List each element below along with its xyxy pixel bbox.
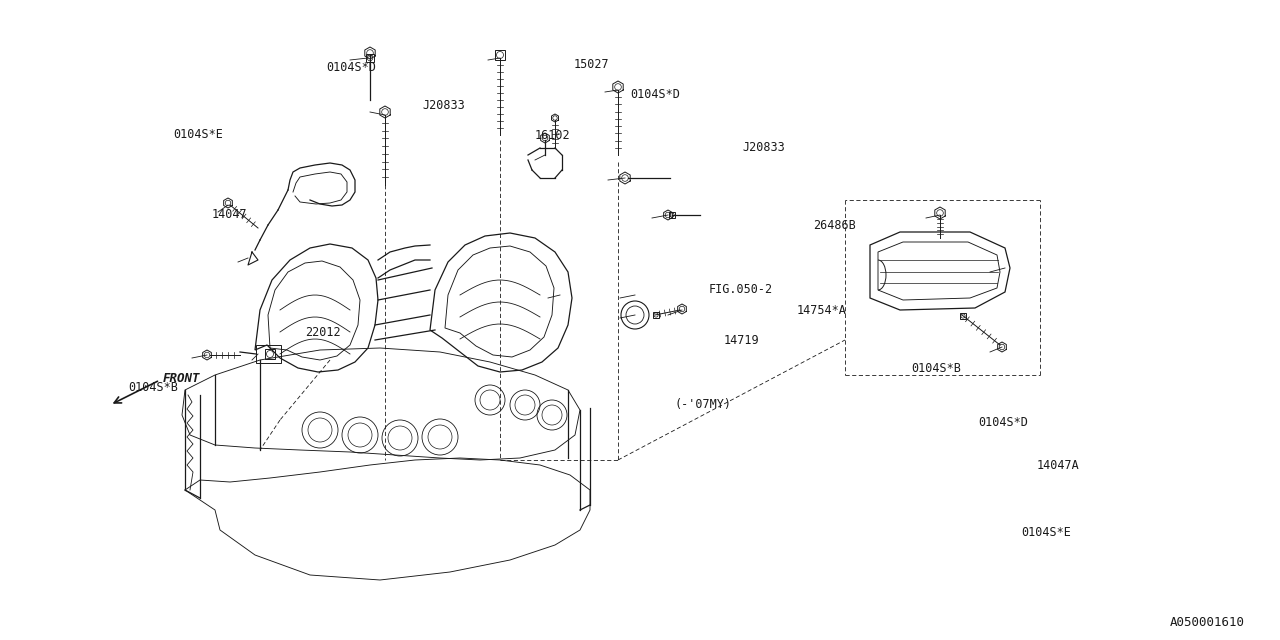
Bar	[265, 349, 275, 359]
Text: 22012: 22012	[305, 326, 340, 339]
Text: FRONT: FRONT	[163, 371, 201, 385]
Text: 0104S*E: 0104S*E	[173, 128, 223, 141]
Bar	[653, 312, 659, 318]
Text: FIG.050-2: FIG.050-2	[709, 283, 773, 296]
Text: 0104S*D: 0104S*D	[630, 88, 680, 100]
Text: A050001610: A050001610	[1170, 616, 1245, 628]
Text: 15027: 15027	[573, 58, 609, 70]
Text: 16102: 16102	[535, 129, 571, 142]
Text: 0104S*B: 0104S*B	[911, 362, 961, 374]
Text: (-'07MY): (-'07MY)	[675, 398, 732, 411]
Text: 14047: 14047	[211, 208, 247, 221]
Text: 0104S*D: 0104S*D	[326, 61, 376, 74]
Text: 14719: 14719	[723, 334, 759, 347]
Text: 26486B: 26486B	[813, 219, 855, 232]
Bar	[366, 54, 374, 62]
Text: 0104S*D: 0104S*D	[978, 416, 1028, 429]
Text: 0104S*B: 0104S*B	[128, 381, 178, 394]
Text: 14754*A: 14754*A	[796, 304, 846, 317]
Bar	[669, 212, 675, 218]
Text: 14047A: 14047A	[1037, 460, 1079, 472]
Bar	[495, 50, 506, 60]
Text: J20833: J20833	[422, 99, 465, 112]
Text: 0104S*E: 0104S*E	[1021, 526, 1071, 539]
Bar	[256, 345, 282, 363]
Bar	[960, 313, 966, 319]
Text: J20833: J20833	[742, 141, 785, 154]
